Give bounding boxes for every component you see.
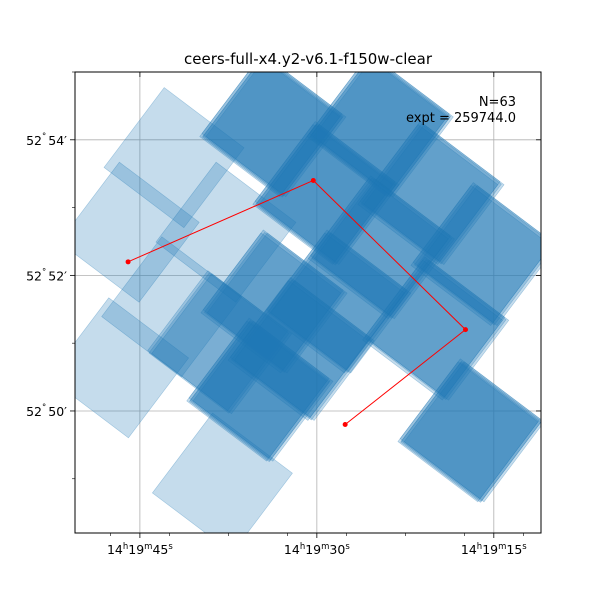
pointing-path-line bbox=[127, 179, 467, 425]
footprint-tile bbox=[155, 161, 297, 303]
y-tick-label: 52° 50′ bbox=[26, 403, 67, 419]
footprint-tile bbox=[413, 184, 541, 326]
y-tick-label: 52° 54′ bbox=[26, 132, 67, 148]
pointing-path bbox=[125, 177, 468, 428]
footprint-tile bbox=[357, 124, 499, 265]
x-tick-label: 14h19m45s bbox=[107, 542, 173, 557]
x-tick-label: 14h19m15s bbox=[461, 542, 527, 557]
footprint-tile bbox=[186, 320, 328, 462]
footprint-tile bbox=[360, 123, 502, 265]
footprint-tile bbox=[205, 72, 347, 198]
footprint-tile bbox=[309, 72, 451, 198]
footprint-tile bbox=[75, 297, 190, 439]
footprint-tile bbox=[308, 72, 450, 195]
footprint-tile bbox=[400, 360, 541, 502]
footprint-tile bbox=[267, 232, 409, 373]
footprint-tile bbox=[202, 72, 344, 197]
pointing-path-point bbox=[125, 259, 131, 265]
footprint-tile bbox=[201, 72, 343, 195]
footprint-tile bbox=[399, 358, 541, 500]
footprint-tile bbox=[200, 232, 342, 374]
pointing-path-point bbox=[342, 422, 348, 428]
footprint-tile bbox=[397, 361, 539, 503]
footprint-tile bbox=[403, 361, 541, 503]
grid-lines bbox=[75, 72, 541, 533]
count-annotation: N=63 bbox=[479, 95, 516, 110]
footprint-tile bbox=[359, 121, 501, 262]
footprint-tile bbox=[400, 361, 541, 503]
axis-ticks bbox=[70, 71, 541, 538]
footprint-tile bbox=[364, 256, 506, 398]
footprint-tile bbox=[412, 182, 541, 323]
footprint-tile bbox=[363, 124, 505, 265]
footprint-tile bbox=[202, 72, 343, 198]
chart-title: ceers-full-x4.y2-v6.1-f150w-clear bbox=[184, 50, 433, 68]
pointing-path-point bbox=[462, 327, 468, 333]
footprint-tile bbox=[365, 259, 507, 401]
footprint-tile bbox=[103, 87, 245, 229]
footprint-tile bbox=[270, 232, 412, 374]
footprint-tile bbox=[203, 232, 345, 373]
footprint-tile bbox=[310, 72, 452, 197]
footprint-tile bbox=[202, 229, 344, 371]
footprint-tile bbox=[151, 412, 293, 533]
footprint-tile bbox=[151, 273, 293, 415]
footprint-tile bbox=[231, 279, 372, 421]
footprint-tile bbox=[192, 320, 334, 462]
footprint-tile bbox=[233, 280, 375, 421]
footprint-tile bbox=[189, 321, 330, 463]
footprint-tile bbox=[266, 229, 408, 371]
plot-frame bbox=[74, 71, 542, 534]
footprint-tile bbox=[101, 236, 243, 378]
footprint-tile bbox=[410, 185, 541, 326]
footprint-tile bbox=[307, 178, 449, 320]
footprint-tile bbox=[189, 320, 331, 462]
footprint-tile bbox=[75, 161, 200, 303]
footprint-tile bbox=[148, 272, 290, 414]
y-tick-label: 52° 52′ bbox=[26, 267, 67, 283]
x-tick-label: 14h19m30s bbox=[284, 542, 350, 557]
footprint-tile bbox=[188, 317, 330, 459]
footprint-tile bbox=[314, 178, 455, 320]
axis-tick-labels: 14h19m45s 14h19m30s 14h19m15s 52° 54′ 52° 52′ 5… bbox=[26, 132, 527, 557]
footprint-tile bbox=[147, 270, 289, 412]
footprint-tile bbox=[368, 259, 510, 401]
footprint-tile bbox=[227, 279, 369, 421]
footprint-tile bbox=[362, 259, 503, 401]
exposure-annotation: expt = 259744.0 bbox=[406, 111, 516, 126]
footprint-tile bbox=[206, 232, 348, 374]
pointing-path-point bbox=[310, 177, 316, 183]
footprint-tile bbox=[199, 72, 341, 198]
footprint-tile bbox=[312, 72, 454, 198]
footprint-tile bbox=[229, 277, 371, 418]
footprint-tile bbox=[255, 124, 396, 266]
footprint-tile bbox=[255, 123, 397, 265]
footprint-tile bbox=[264, 232, 406, 374]
footprint-tile bbox=[306, 72, 448, 198]
footprint-tile bbox=[252, 124, 394, 265]
footprint-tile bbox=[416, 185, 541, 326]
